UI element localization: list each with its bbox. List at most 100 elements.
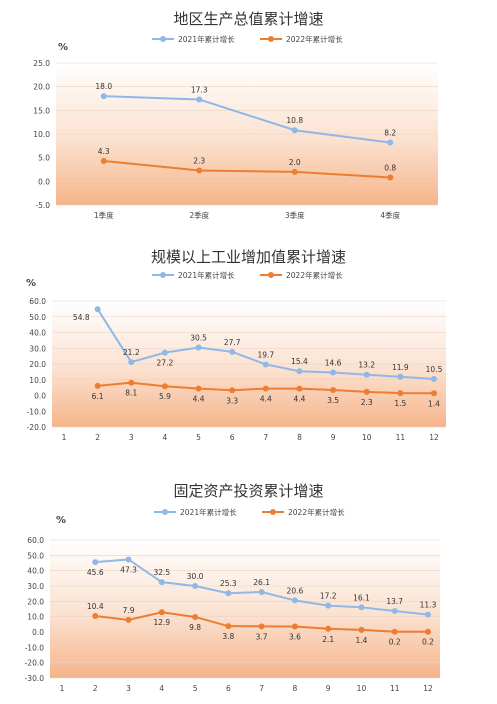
y-tick-label: -20.0 [25,659,45,668]
data-point [397,373,404,380]
data-point [158,609,165,616]
x-tick-label: 12 [423,684,433,693]
data-point [258,588,265,595]
legend-marker [268,272,274,278]
data-label: 27.2 [157,359,174,368]
y-tick-label: 60.0 [29,297,46,306]
data-point [100,93,107,100]
x-tick-label: 4 [159,684,164,693]
y-tick-label: 10.0 [33,130,50,139]
unit-label: % [26,278,36,289]
data-point [195,344,202,351]
data-label: 10.8 [286,116,303,125]
data-point [387,174,394,181]
x-tick-label: 8 [293,684,298,693]
legend-label: 2021年累计增长 [180,507,237,517]
data-label: 1.5 [394,399,406,408]
y-tick-label: 20.0 [27,597,44,606]
data-point [330,386,337,393]
y-tick-label: -10.0 [25,643,45,652]
data-point [161,349,168,356]
y-tick-label: 10.0 [27,613,44,622]
legend-item: 2021年累计增长 [154,507,237,517]
data-point [196,96,203,103]
data-label: 14.6 [325,359,342,368]
data-point [325,602,332,609]
data-point [92,559,99,566]
legend-item: 2021年累计增长 [152,270,235,280]
x-tick-label: 7 [263,433,268,442]
legend-item: 2022年累计增长 [260,34,343,44]
data-point [262,385,269,392]
legend-marker [160,272,166,278]
data-point [94,306,101,313]
data-point [391,628,398,635]
data-label: 54.8 [73,313,90,322]
y-tick-label: 0.0 [32,628,44,637]
legend-label: 2021年累计增长 [178,34,235,44]
y-tick-label: 40.0 [29,329,46,338]
data-point [125,616,132,623]
data-label: 18.0 [95,82,112,91]
data-label: 20.6 [287,586,304,595]
x-tick-label: 5 [193,684,198,693]
data-label: 3.7 [256,632,268,641]
data-point [161,383,168,390]
y-tick-label: 10.0 [29,376,46,385]
data-point [291,597,298,604]
data-point [291,127,298,134]
data-label: 3.5 [327,396,339,405]
y-tick-label: 25.0 [33,59,50,68]
data-label: 15.4 [291,357,308,366]
data-label: 1.4 [428,399,440,408]
unit-label: % [58,42,68,53]
data-label: 3.8 [222,632,234,641]
y-tick-label: -20.0 [27,423,47,432]
x-tick-label: 2 [93,684,98,693]
data-label: 47.3 [120,565,137,574]
data-label: 11.3 [420,601,437,610]
chart-gdp-growth: 地区生产总值累计增速% 2021年累计增长 2022年累计增长 25.0 20.0 15.… [0,0,497,228]
data-point [196,167,203,174]
data-point [363,371,370,378]
x-tick-label: 11 [396,433,406,442]
data-label: 30.0 [187,572,204,581]
data-point [387,139,394,146]
data-label: 8.2 [384,129,396,138]
data-label: 10.4 [87,602,104,611]
x-tick-label: 7 [259,684,264,693]
legend-marker [268,36,274,42]
legend-marker [162,509,168,515]
data-point [94,382,101,389]
chart-title: 规模以上工业增加值累计增速 [151,248,346,266]
data-point [358,604,365,611]
data-point [391,607,398,614]
data-point [296,368,303,375]
chart-fixed-investment-growth: 固定资产投资累计增速% 2021年累计增长 2022年累计增长 60.0 50.0 40.… [0,476,497,700]
data-label: 16.1 [353,593,370,602]
data-label: 32.5 [153,568,170,577]
data-point [92,613,99,620]
x-tick-label: 11 [390,684,400,693]
data-point [296,385,303,392]
y-tick-label: 60.0 [27,536,44,545]
y-tick-label: 50.0 [27,551,44,560]
data-point [192,583,199,589]
x-tick-label: 12 [429,433,439,442]
legend-item: 2022年累计增长 [260,270,343,280]
chart-title: 固定资产投资累计增速 [173,482,323,500]
y-tick-label: 30.0 [29,344,46,353]
series-line [103,95,391,144]
y-tick-label: 40.0 [27,567,44,576]
legend-label: 2022年累计增长 [286,34,343,44]
data-point [325,625,332,632]
data-point [225,623,232,630]
data-point [431,390,437,397]
x-tick-label: 3季度 [285,210,305,220]
y-tick-label: -10.0 [27,407,47,416]
x-tick-label: 10 [362,433,372,442]
data-point [229,387,236,394]
data-label: 4.4 [193,395,205,404]
data-label: 12.9 [153,618,170,627]
legend-label: 2021年累计增长 [178,270,235,280]
